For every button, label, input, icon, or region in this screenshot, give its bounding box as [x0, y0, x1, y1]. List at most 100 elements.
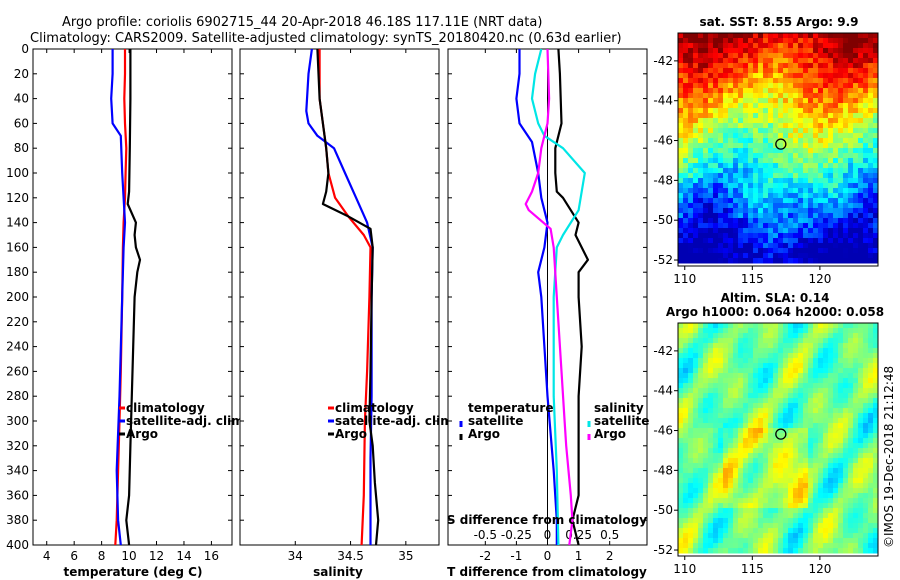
map-cell	[723, 463, 729, 469]
x-tick-label: 8	[98, 549, 106, 563]
map-cell	[743, 383, 749, 389]
map-cell	[838, 158, 844, 164]
map-cell	[738, 468, 744, 474]
map-cell	[763, 378, 769, 384]
map-cell	[738, 193, 744, 199]
map-cell	[698, 328, 704, 334]
map-cell	[783, 388, 789, 394]
map-cell	[868, 383, 874, 389]
map-cell	[703, 388, 709, 394]
map-cell	[783, 483, 789, 489]
map-cell	[778, 68, 784, 74]
map-cell	[848, 363, 854, 369]
map-cell	[853, 33, 859, 39]
map-cell	[683, 158, 689, 164]
map-cell	[803, 113, 809, 119]
map-cell	[763, 348, 769, 354]
map-cell	[803, 223, 809, 229]
map-cell	[798, 433, 804, 439]
map-cell	[693, 58, 699, 64]
map-cell	[753, 358, 759, 364]
map-cell	[688, 478, 694, 484]
map-cell	[828, 173, 834, 179]
map-cell	[773, 403, 779, 409]
map-cell	[778, 83, 784, 89]
map-cell	[823, 33, 829, 39]
map-cell	[703, 338, 709, 344]
map-cell	[773, 43, 779, 49]
map-cell	[858, 248, 864, 254]
map-cell	[778, 233, 784, 239]
map-cell	[718, 493, 724, 499]
map-cell	[718, 473, 724, 479]
map-cell	[798, 513, 804, 519]
map-cell	[708, 43, 714, 49]
map-cell	[768, 483, 774, 489]
map-cell	[708, 543, 714, 549]
map-cell	[788, 493, 794, 499]
map-cell	[788, 108, 794, 114]
map-cell	[853, 223, 859, 229]
map-cell	[753, 548, 759, 554]
map-cell	[853, 173, 859, 179]
map-cell	[743, 398, 749, 404]
map-cell	[798, 493, 804, 499]
map-cell	[803, 128, 809, 134]
map-cell	[693, 433, 699, 439]
y-tick-label: 80	[14, 141, 29, 155]
map-cell	[698, 153, 704, 159]
map-cell	[833, 443, 839, 449]
map-cell	[678, 373, 684, 379]
map-cell	[858, 423, 864, 429]
map-cell	[773, 238, 779, 244]
map-cell	[848, 508, 854, 514]
map-cell	[688, 158, 694, 164]
map-cell	[778, 493, 784, 499]
map-cell	[753, 378, 759, 384]
map-cell	[843, 128, 849, 134]
map-cell	[783, 378, 789, 384]
map-cell	[683, 418, 689, 424]
map-cell	[853, 218, 859, 224]
map-cell	[698, 53, 704, 59]
salinity-xlabel: salinity	[313, 565, 363, 579]
map-cell	[798, 518, 804, 524]
map-cell	[868, 413, 874, 419]
map-cell	[843, 468, 849, 474]
map-cell	[688, 363, 694, 369]
y-tick-label: 200	[6, 290, 29, 304]
map-cell	[798, 533, 804, 539]
map-cell	[738, 243, 744, 249]
map-cell	[793, 63, 799, 69]
map-y-tick-label: -50	[653, 503, 673, 517]
map-cell	[863, 468, 869, 474]
map-cell	[828, 258, 834, 264]
map-cell	[828, 83, 834, 89]
map-cell	[773, 83, 779, 89]
map-cell	[763, 63, 769, 69]
map-cell	[813, 458, 819, 464]
map-cell	[773, 88, 779, 94]
map-cell	[793, 383, 799, 389]
map-cell	[753, 103, 759, 109]
map-cell	[858, 508, 864, 514]
map-cell	[688, 358, 694, 364]
map-cell	[858, 73, 864, 79]
map-cell	[798, 128, 804, 134]
map-cell	[848, 483, 854, 489]
map-cell	[703, 508, 709, 514]
map-cell	[803, 333, 809, 339]
map-cell	[763, 473, 769, 479]
map-cell	[863, 488, 869, 494]
map-cell	[728, 388, 734, 394]
map-cell	[698, 108, 704, 114]
map-cell	[683, 38, 689, 44]
map-cell	[733, 63, 739, 69]
map-cell	[708, 188, 714, 194]
map-cell	[853, 358, 859, 364]
map-cell	[713, 193, 719, 199]
map-cell	[698, 473, 704, 479]
map-cell	[768, 548, 774, 554]
map-cell	[733, 363, 739, 369]
map-cell	[873, 443, 879, 449]
